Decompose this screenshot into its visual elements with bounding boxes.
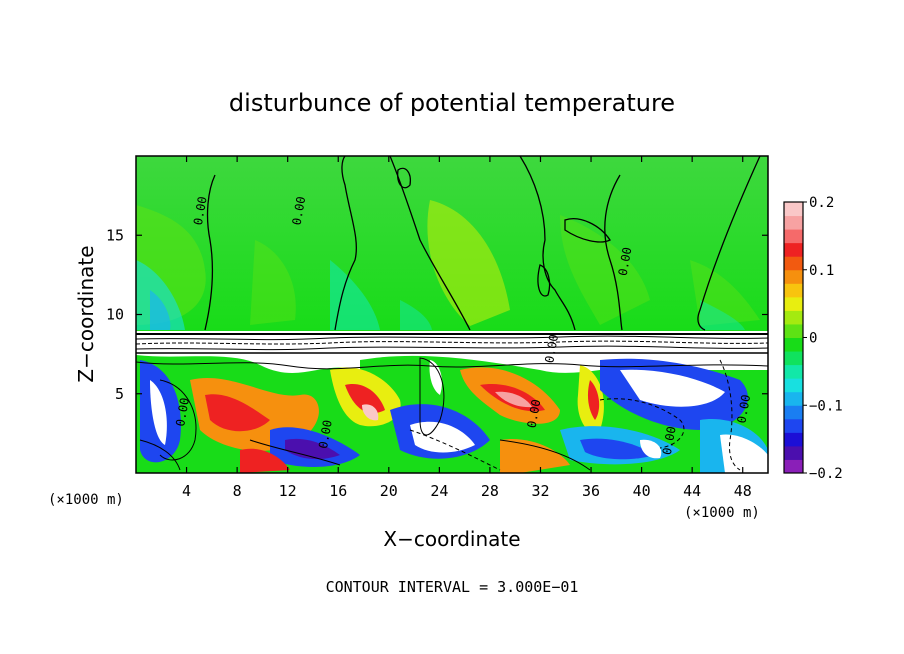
- x-tick-label: 12: [279, 482, 297, 500]
- colorbar-swatch: [784, 432, 803, 447]
- colorbar-swatch: [784, 310, 803, 325]
- x-tick-label: 40: [633, 482, 651, 500]
- colorbar-swatch: [784, 269, 803, 284]
- contour-labels: 0.00 0.00 0.00 0.00 0.00 0.00 0.00 0.00 0.00: [173, 195, 753, 456]
- colorbar-swatch: [784, 405, 803, 420]
- x-tick-label: 4: [182, 482, 191, 500]
- colorbar-tick-label: 0: [809, 331, 817, 347]
- colorbar-swatch: [784, 283, 803, 298]
- colorbar-swatch: [784, 242, 803, 257]
- colorbar-swatch: [784, 337, 803, 352]
- colorbar-swatch: [784, 351, 803, 366]
- x-tick-label: 28: [481, 482, 499, 500]
- x-tick-label: 16: [329, 482, 347, 500]
- contour-label: 0.00: [173, 397, 192, 428]
- colorbar-swatch: [784, 418, 803, 433]
- colorbar-tick-label: −0.1: [809, 398, 843, 414]
- contour-interval-text: CONTOUR INTERVAL = 3.000E−01: [326, 578, 579, 596]
- y-axis-title: Z−coordinate: [74, 245, 98, 382]
- colorbar-swatch: [784, 323, 803, 338]
- colorbar-ticks: 0.2 0.1 0 −0.1 −0.2: [803, 195, 843, 482]
- x-tick-label: 24: [430, 482, 448, 500]
- colorbar-swatch: [784, 202, 803, 217]
- colorbar-swatch: [784, 445, 803, 460]
- colorbar-swatch: [784, 256, 803, 271]
- y-tick-label: 5: [115, 385, 124, 403]
- contour-label: 0.00: [542, 333, 561, 364]
- colorbar-swatch: [784, 378, 803, 393]
- x-tick-label: 36: [582, 482, 600, 500]
- x-unit-left: (×1000 m): [48, 492, 124, 508]
- upper-contours: [204, 156, 761, 331]
- x-tick-label: 32: [531, 482, 549, 500]
- contour-label: 0.00: [660, 425, 679, 456]
- colorbar-tick-label: 0.1: [809, 263, 834, 279]
- x-tick-label: 20: [380, 482, 398, 500]
- x-unit-right: (×1000 m): [684, 505, 760, 521]
- x-tick-label: 8: [233, 482, 242, 500]
- colorbar-swatch: [784, 364, 803, 379]
- x-axis-ticks: 4 8 12 16 20 24 28 32 36 40 44 48: [182, 156, 752, 500]
- contour-label: 0.00: [316, 419, 335, 450]
- colorbar-swatch: [784, 459, 803, 474]
- contour-label: 0.00: [616, 246, 635, 277]
- x-tick-label: 48: [734, 482, 752, 500]
- y-tick-label: 10: [106, 306, 124, 324]
- colorbar-tick-label: −0.2: [809, 466, 843, 482]
- contour-label: 0.00: [290, 195, 309, 226]
- x-axis-title: X−coordinate: [383, 527, 520, 551]
- colorbar-swatch: [784, 296, 803, 311]
- lower-contours: [136, 357, 768, 471]
- lower-turbulence: [136, 355, 768, 473]
- colorbar-tick-label: 0.2: [809, 195, 834, 211]
- contour-label: 0.00: [525, 398, 544, 429]
- y-axis-ticks: 5 10 15: [106, 226, 768, 403]
- upper-cyan-patches: [136, 260, 745, 330]
- x-tick-label: 44: [683, 482, 701, 500]
- colorbar-swatch: [784, 229, 803, 244]
- tropopause-contours: [136, 333, 768, 354]
- colorbar: [783, 201, 804, 474]
- chart-title: disturbunce of potential temperature: [229, 89, 675, 117]
- contour-label: 0.00: [734, 393, 753, 424]
- colorbar-swatch: [784, 391, 803, 406]
- colorbar-swatch: [784, 215, 803, 230]
- plot-area: 0.00 0.00 0.00 0.00 0.00 0.00 0.00 0.00 0.00: [136, 156, 768, 473]
- y-tick-label: 15: [106, 226, 124, 244]
- contour-label: 0.00: [191, 195, 210, 226]
